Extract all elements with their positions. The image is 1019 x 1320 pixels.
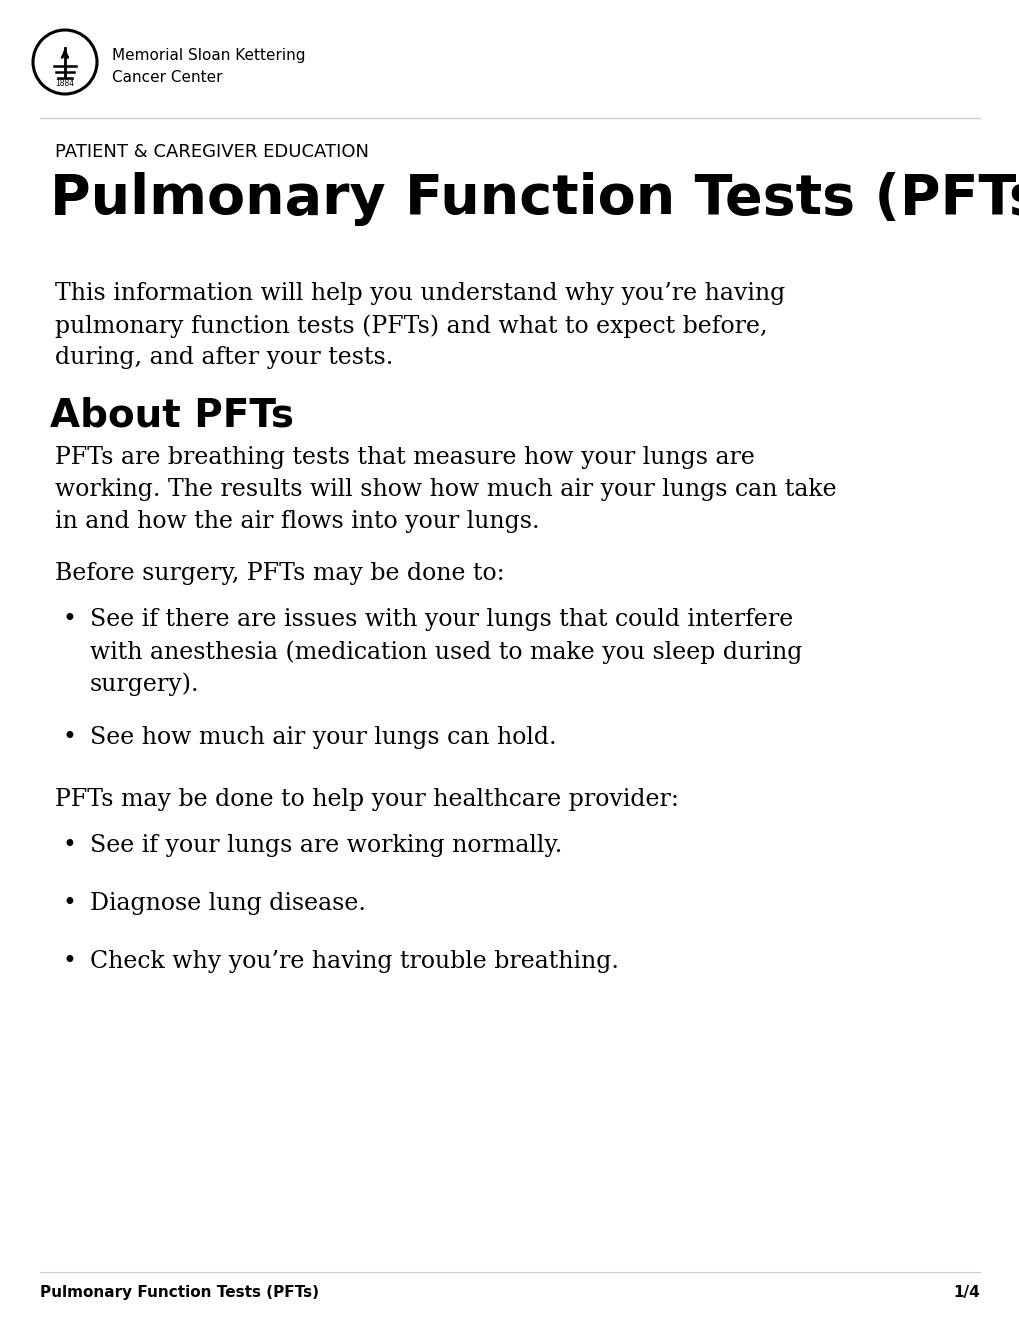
Text: •: •: [62, 834, 75, 857]
Text: 1/4: 1/4: [953, 1284, 979, 1300]
Text: with anesthesia (medication used to make you sleep during: with anesthesia (medication used to make…: [90, 640, 802, 664]
Text: Memorial Sloan Kettering: Memorial Sloan Kettering: [112, 48, 306, 63]
Text: in and how the air flows into your lungs.: in and how the air flows into your lungs…: [55, 510, 539, 533]
Text: PATIENT & CAREGIVER EDUCATION: PATIENT & CAREGIVER EDUCATION: [55, 143, 369, 161]
Text: Pulmonary Function Tests (PFTs): Pulmonary Function Tests (PFTs): [40, 1284, 319, 1300]
Text: working. The results will show how much air your lungs can take: working. The results will show how much …: [55, 478, 836, 502]
Text: Pulmonary Function Tests (PFTs): Pulmonary Function Tests (PFTs): [50, 172, 1019, 226]
Text: About PFTs: About PFTs: [50, 396, 293, 434]
Text: pulmonary function tests (PFTs) and what to expect before,: pulmonary function tests (PFTs) and what…: [55, 314, 767, 338]
Text: See how much air your lungs can hold.: See how much air your lungs can hold.: [90, 726, 556, 748]
Circle shape: [33, 30, 97, 94]
Text: Diagnose lung disease.: Diagnose lung disease.: [90, 892, 366, 915]
Text: •: •: [62, 609, 75, 631]
Text: PFTs may be done to help your healthcare provider:: PFTs may be done to help your healthcare…: [55, 788, 679, 810]
Text: Check why you’re having trouble breathing.: Check why you’re having trouble breathin…: [90, 950, 619, 973]
Text: 1884: 1884: [55, 79, 74, 88]
Text: during, and after your tests.: during, and after your tests.: [55, 346, 393, 370]
Text: Before surgery, PFTs may be done to:: Before surgery, PFTs may be done to:: [55, 562, 504, 585]
Text: PFTs are breathing tests that measure how your lungs are: PFTs are breathing tests that measure ho…: [55, 446, 754, 469]
Text: See if your lungs are working normally.: See if your lungs are working normally.: [90, 834, 561, 857]
Text: surgery).: surgery).: [90, 672, 200, 696]
Text: See if there are issues with your lungs that could interfere: See if there are issues with your lungs …: [90, 609, 793, 631]
Text: •: •: [62, 950, 75, 973]
Text: This information will help you understand why you’re having: This information will help you understan…: [55, 282, 785, 305]
Text: •: •: [62, 892, 75, 915]
Text: Cancer Center: Cancer Center: [112, 70, 222, 84]
Text: •: •: [62, 726, 75, 748]
